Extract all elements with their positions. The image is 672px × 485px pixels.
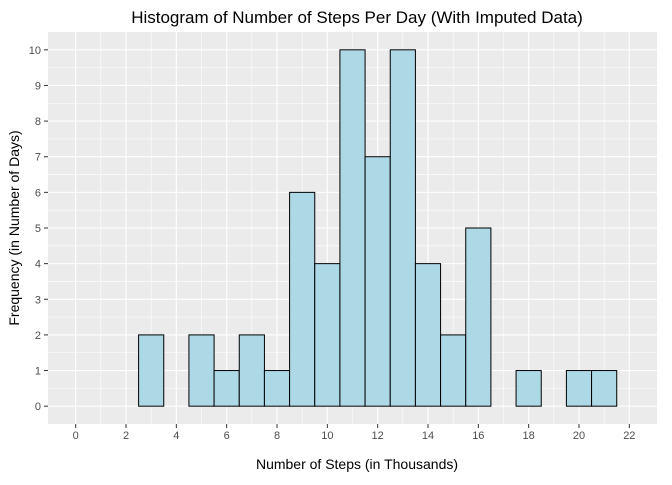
y-tick-label: 0 (35, 401, 41, 413)
histogram-bar (138, 334, 165, 407)
histogram-bar (515, 370, 542, 407)
histogram-bar (364, 156, 391, 407)
x-tick-label: 20 (573, 430, 585, 442)
y-tick-label: 5 (35, 223, 41, 235)
histogram-bar (465, 227, 492, 407)
x-tick-label: 6 (224, 430, 230, 442)
x-tick-label: 2 (123, 430, 129, 442)
histogram-bar (188, 334, 215, 407)
y-tick-label: 6 (35, 187, 41, 199)
y-tick-label: 2 (35, 330, 41, 342)
x-tick-label: 12 (372, 430, 384, 442)
histogram-bar (289, 191, 316, 407)
y-tick-label: 7 (35, 152, 41, 164)
histogram-bars (138, 49, 618, 407)
histogram-bar (339, 49, 366, 407)
x-tick-label: 14 (422, 430, 434, 442)
x-tick-label: 18 (523, 430, 535, 442)
y-tick-label: 8 (35, 116, 41, 128)
grid-lines (48, 32, 657, 424)
histogram-bar (238, 334, 265, 407)
x-tick-label: 4 (173, 430, 179, 442)
y-tick-label: 9 (35, 80, 41, 92)
histogram-bar (440, 334, 467, 407)
histogram-bar (213, 370, 240, 407)
chart-title: Histogram of Number of Steps Per Day (Wi… (131, 8, 583, 27)
x-tick-label: 10 (321, 430, 333, 442)
x-tick-label: 0 (73, 430, 79, 442)
y-tick-label: 3 (35, 294, 41, 306)
y-tick-label: 4 (35, 259, 41, 271)
histogram-bar (414, 263, 442, 407)
x-tick-label: 16 (472, 430, 484, 442)
x-axis-title: Number of Steps (in Thousands) (256, 456, 458, 472)
histogram-bar (591, 370, 618, 407)
histogram-bar (314, 263, 341, 407)
y-tick-label: 1 (35, 366, 41, 378)
histogram-bar (263, 370, 291, 407)
x-tick-label: 8 (274, 430, 280, 442)
histogram-bar (389, 49, 416, 407)
x-tick-label: 22 (623, 430, 635, 442)
histogram-bar (565, 370, 593, 407)
y-axis-title: Frequency (in Number of Days) (6, 130, 22, 325)
y-tick-label: 10 (29, 45, 41, 57)
